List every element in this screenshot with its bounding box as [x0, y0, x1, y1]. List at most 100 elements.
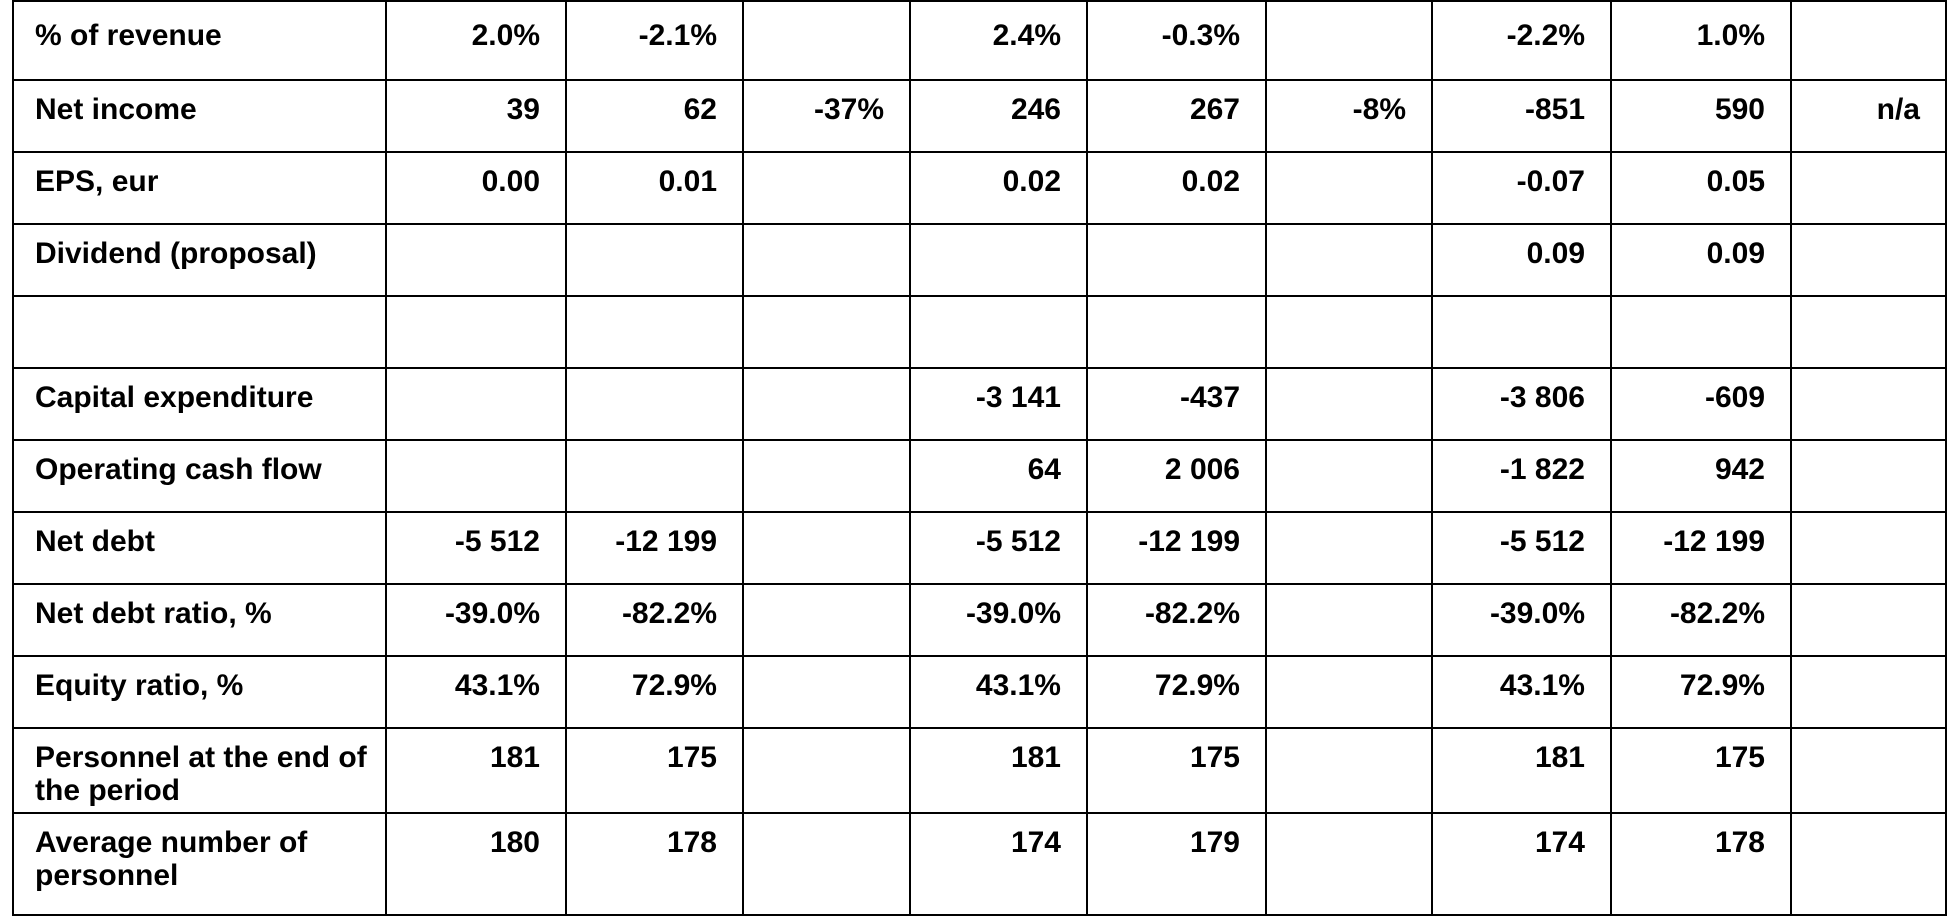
cell: -5 512: [1431, 511, 1612, 585]
cell: 179: [1086, 812, 1267, 916]
cell: [565, 295, 744, 369]
cell: -82.2%: [1086, 583, 1267, 657]
table-row: Capital expenditure -3 141 -437 -3 806 -609: [12, 367, 1947, 441]
cell: [1265, 151, 1433, 225]
cell: [1790, 655, 1947, 729]
row-label: Equity ratio, %: [12, 655, 387, 729]
cell: [1265, 583, 1433, 657]
row-label: Net income: [12, 79, 387, 153]
cell: -39.0%: [909, 583, 1088, 657]
cell: [1265, 367, 1433, 441]
cell: 0.01: [565, 151, 744, 225]
cell: [565, 367, 744, 441]
cell: -1 822: [1431, 439, 1612, 513]
cell: 175: [1610, 727, 1792, 814]
row-label: Operating cash flow: [12, 439, 387, 513]
cell: 0.05: [1610, 151, 1792, 225]
cell: [742, 655, 911, 729]
row-label: Net debt: [12, 511, 387, 585]
table-row: Net income 39 62 -37% 246 267 -8% -851 590 n/a: [12, 79, 1947, 153]
row-label: Net debt ratio, %: [12, 583, 387, 657]
cell: [1265, 295, 1433, 369]
cell: 39: [385, 79, 567, 153]
cell: -0.07: [1431, 151, 1612, 225]
cell: [1265, 439, 1433, 513]
cell: 64: [909, 439, 1088, 513]
cell: [1265, 812, 1433, 916]
table-row: Equity ratio, % 43.1% 72.9% 43.1% 72.9% 43.1%…: [12, 655, 1947, 729]
cell: 181: [1431, 727, 1612, 814]
cell: -5 512: [909, 511, 1088, 585]
cell: [1790, 812, 1947, 916]
cell: 72.9%: [1086, 655, 1267, 729]
cell: [385, 439, 567, 513]
cell: 174: [1431, 812, 1612, 916]
cell: [565, 439, 744, 513]
row-label: [12, 295, 387, 369]
cell: 178: [1610, 812, 1792, 916]
cell: -12 199: [1086, 511, 1267, 585]
cell: [742, 367, 911, 441]
cell: 0.09: [1610, 223, 1792, 297]
table-row: Dividend (proposal) 0.09 0.09: [12, 223, 1947, 297]
cell: -609: [1610, 367, 1792, 441]
row-label: Average number of personnel: [12, 812, 387, 916]
cell: 72.9%: [565, 655, 744, 729]
cell: 43.1%: [1431, 655, 1612, 729]
financial-table: % of revenue 2.0% -2.1% 2.4% -0.3% -2.2% 1.0% N…: [12, 0, 1947, 916]
cell: [1086, 223, 1267, 297]
cell: 0.02: [1086, 151, 1267, 225]
cell: 2 006: [1086, 439, 1267, 513]
cell: 180: [385, 812, 567, 916]
cell: [1265, 727, 1433, 814]
cell: [1265, 655, 1433, 729]
cell: [742, 0, 911, 81]
cell: [385, 295, 567, 369]
cell: [1790, 151, 1947, 225]
cell: 2.4%: [909, 0, 1088, 81]
row-label: EPS, eur: [12, 151, 387, 225]
cell: [1790, 727, 1947, 814]
cell: [1265, 0, 1433, 81]
row-label: Dividend (proposal): [12, 223, 387, 297]
cell: [1431, 295, 1612, 369]
cell: [1265, 223, 1433, 297]
cell: 0.00: [385, 151, 567, 225]
cell: [909, 295, 1088, 369]
row-label: % of revenue: [12, 0, 387, 81]
cell: 174: [909, 812, 1088, 916]
cell: 175: [565, 727, 744, 814]
cell: -82.2%: [1610, 583, 1792, 657]
cell: 43.1%: [385, 655, 567, 729]
cell: 72.9%: [1610, 655, 1792, 729]
cell: 1.0%: [1610, 0, 1792, 81]
cell: [1086, 295, 1267, 369]
cell: [385, 223, 567, 297]
cell: 43.1%: [909, 655, 1088, 729]
cell: -2.2%: [1431, 0, 1612, 81]
cell: -3 806: [1431, 367, 1612, 441]
table-row: Net debt ratio, % -39.0% -82.2% -39.0% -82.2…: [12, 583, 1947, 657]
cell: 267: [1086, 79, 1267, 153]
cell: 62: [565, 79, 744, 153]
cell: -12 199: [565, 511, 744, 585]
cell: [1265, 511, 1433, 585]
cell: 246: [909, 79, 1088, 153]
cell: -8%: [1265, 79, 1433, 153]
cell: n/a: [1790, 79, 1947, 153]
table-row: Operating cash flow 64 2 006 -1 822 942: [12, 439, 1947, 513]
cell: [1790, 439, 1947, 513]
cell: -39.0%: [1431, 583, 1612, 657]
cell: -37%: [742, 79, 911, 153]
cell: [742, 727, 911, 814]
cell: -0.3%: [1086, 0, 1267, 81]
cell: [565, 223, 744, 297]
cell: -82.2%: [565, 583, 744, 657]
row-label: Personnel at the end of the period: [12, 727, 387, 814]
cell: [1790, 0, 1947, 81]
cell: -12 199: [1610, 511, 1792, 585]
cell: [1790, 295, 1947, 369]
cell: [742, 583, 911, 657]
cell: [1790, 367, 1947, 441]
